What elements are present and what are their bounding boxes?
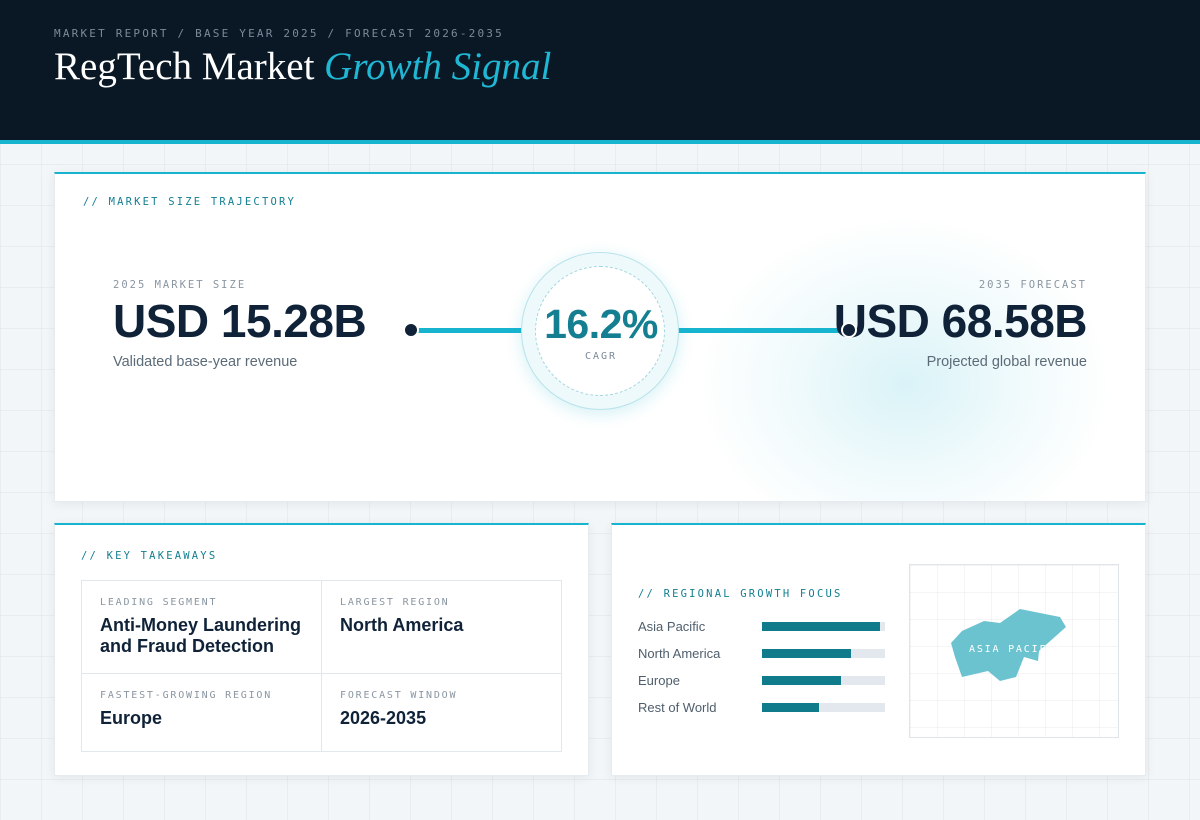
takeaway-label: LEADING SEGMENT xyxy=(100,597,218,608)
takeaways-section-label: // KEY TAKEAWAYS xyxy=(81,550,218,562)
base-year-caption: Validated base-year revenue xyxy=(113,354,298,370)
region-bar-row: North America xyxy=(638,644,886,671)
page-title: RegTech Market Growth Signal xyxy=(54,44,551,89)
base-year-label: 2025 MARKET SIZE xyxy=(113,279,247,291)
takeaway-fastest-region: FASTEST-GROWING REGION Europe xyxy=(82,674,322,751)
title-accent: Growth Signal xyxy=(324,45,552,88)
cagr-value: 16.2% xyxy=(544,301,658,347)
region-bar-fill xyxy=(762,622,881,631)
regional-bar-list: Asia Pacific North America Europe Rest o… xyxy=(638,617,886,725)
takeaway-forecast-window: FORECAST WINDOW 2026-2035 xyxy=(322,674,562,751)
trajectory-section-label: // MARKET SIZE TRAJECTORY xyxy=(83,196,297,208)
region-bar-fill xyxy=(762,676,841,685)
base-year-value: USD 15.28B xyxy=(113,295,367,347)
region-name: North America xyxy=(638,646,721,661)
market-size-card: // MARKET SIZE TRAJECTORY 2025 MARKET SI… xyxy=(54,172,1146,502)
region-bar-row: Rest of World xyxy=(638,698,886,725)
takeaway-value: Anti-Money Laundering and Fraud Detectio… xyxy=(100,615,301,656)
takeaway-label: FORECAST WINDOW xyxy=(340,690,458,701)
region-bar-fill xyxy=(762,649,851,658)
takeaway-label: LARGEST REGION xyxy=(340,597,450,608)
takeaways-grid: LEADING SEGMENT Anti-Money Laundering an… xyxy=(81,580,562,752)
regional-section-label: // REGIONAL GROWTH FOCUS xyxy=(638,588,843,600)
takeaway-value: Europe xyxy=(100,708,163,728)
forecast-caption: Projected global revenue xyxy=(926,354,1087,370)
regional-growth-card: // REGIONAL GROWTH FOCUS Asia Pacific No… xyxy=(611,523,1146,776)
forecast-value: USD 68.58B xyxy=(833,295,1088,347)
region-name: Asia Pacific xyxy=(638,619,706,634)
cagr-label: CAGR xyxy=(584,351,618,362)
region-name: Europe xyxy=(638,673,680,688)
region-map: ASIA PACIFIC xyxy=(909,564,1119,738)
region-bar-fill xyxy=(762,703,819,712)
start-dot xyxy=(403,322,419,338)
region-bar-track xyxy=(762,703,885,712)
key-takeaways-card: // KEY TAKEAWAYS LEADING SEGMENT Anti-Mo… xyxy=(54,523,589,776)
region-bar-track xyxy=(762,676,885,685)
map-region-label: ASIA PACIFIC xyxy=(969,644,1063,655)
report-kicker: MARKET REPORT / BASE YEAR 2025 / FORECAS… xyxy=(54,27,504,40)
takeaway-value: 2026-2035 xyxy=(340,708,427,728)
takeaway-value: North America xyxy=(340,615,464,635)
takeaway-label: FASTEST-GROWING REGION xyxy=(100,690,273,701)
region-bar-track xyxy=(762,622,885,631)
forecast-label: 2035 FORECAST xyxy=(978,279,1087,291)
title-main: RegTech Market xyxy=(54,45,315,88)
region-name: Rest of World xyxy=(638,700,717,715)
cagr-badge: 16.2% CAGR xyxy=(521,252,679,410)
region-bar-track xyxy=(762,649,885,658)
cagr-inner-ring: 16.2% CAGR xyxy=(535,266,665,396)
region-bar-row: Asia Pacific xyxy=(638,617,886,644)
takeaway-largest-region: LARGEST REGION North America xyxy=(322,581,562,674)
region-bar-row: Europe xyxy=(638,671,886,698)
report-header: MARKET REPORT / BASE YEAR 2025 / FORECAS… xyxy=(0,0,1200,144)
end-dot xyxy=(841,322,857,338)
takeaway-leading-segment: LEADING SEGMENT Anti-Money Laundering an… xyxy=(82,581,322,674)
asia-pacific-shape xyxy=(951,609,1066,681)
asia-pacific-map-icon xyxy=(951,609,1066,681)
